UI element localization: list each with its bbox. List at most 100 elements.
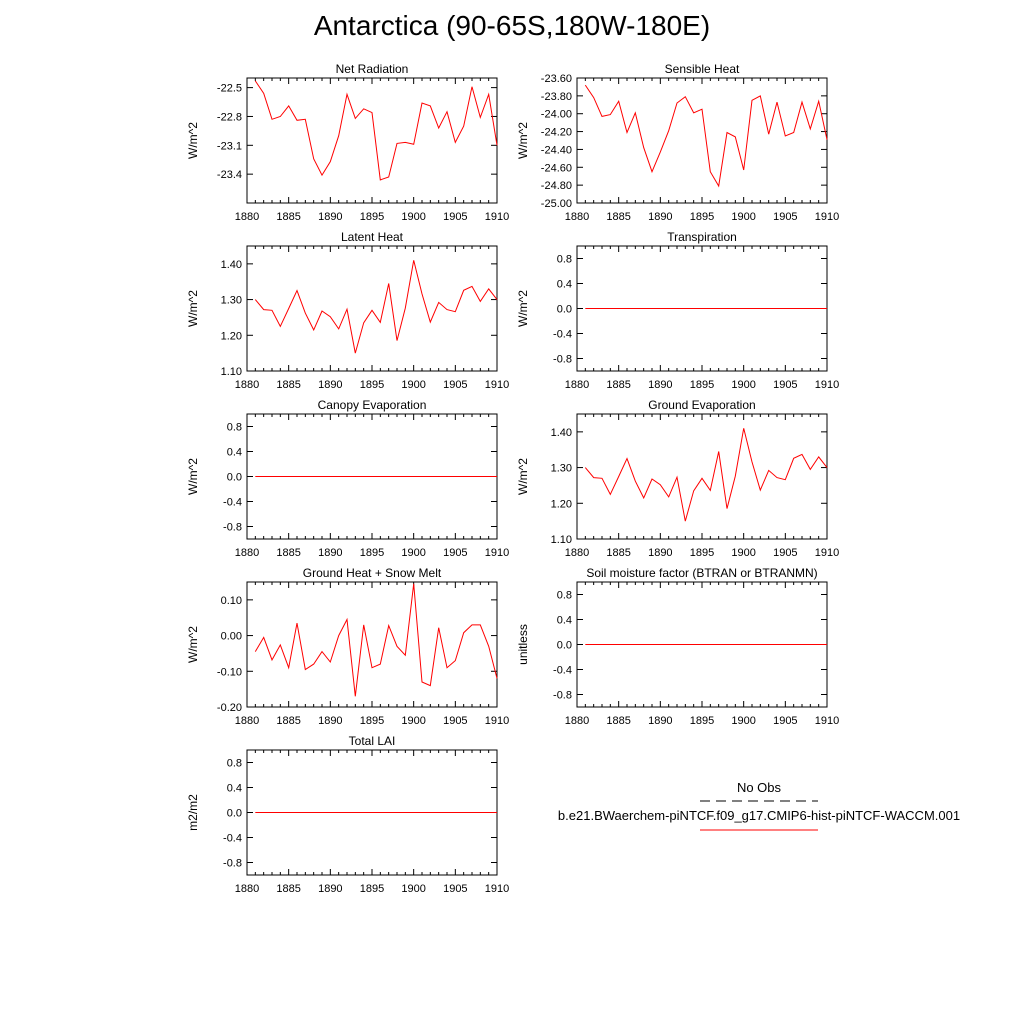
x-tick-label: 1890: [318, 211, 342, 223]
x-tick-label: 1905: [443, 883, 467, 895]
x-tick-label: 1895: [360, 547, 384, 559]
x-tick-label: 1905: [443, 379, 467, 391]
y-tick-label: 0.0: [227, 808, 242, 820]
x-tick-label: 1890: [648, 715, 672, 727]
y-tick-label: 0.00: [221, 631, 242, 643]
x-tick-label: 1895: [360, 883, 384, 895]
x-tick-label: 1895: [690, 715, 714, 727]
x-tick-label: 1905: [773, 379, 797, 391]
x-tick-label: 1880: [565, 547, 589, 559]
y-axis-label: unitless: [516, 624, 530, 665]
x-tick-label: 1910: [485, 883, 509, 895]
y-tick-label: 0.8: [557, 590, 572, 602]
x-tick-label: 1895: [360, 211, 384, 223]
x-tick-label: 1900: [731, 547, 755, 559]
panel-title: Soil moisture factor (BTRAN or BTRANMN): [586, 566, 817, 580]
legend-obs-label: No Obs: [737, 780, 782, 795]
y-axis-label: W/m^2: [516, 122, 530, 159]
x-tick-label: 1895: [690, 379, 714, 391]
series-line: [254, 583, 498, 697]
x-tick-label: 1885: [606, 547, 630, 559]
y-axis-label: W/m^2: [186, 458, 200, 495]
y-tick-label: -23.1: [217, 140, 242, 152]
y-tick-label: 1.10: [551, 534, 572, 546]
x-tick-label: 1910: [815, 715, 839, 727]
y-tick-label: 1.30: [551, 463, 572, 475]
y-tick-label: 1.40: [551, 427, 572, 439]
x-tick-label: 1910: [485, 379, 509, 391]
y-tick-label: -24.60: [541, 162, 572, 174]
x-tick-label: 1895: [690, 211, 714, 223]
x-tick-label: 1890: [648, 379, 672, 391]
x-tick-label: 1905: [443, 547, 467, 559]
chart-panel-7: Ground Heat + Snow Melt 1880 1885 1890 1895 1…: [186, 566, 509, 727]
y-tick-label: 0.4: [557, 615, 572, 627]
panel-title: Ground Evaporation: [648, 398, 755, 412]
x-tick-label: 1900: [401, 547, 425, 559]
panel-title: Transpiration: [667, 230, 737, 244]
x-tick-label: 1890: [318, 715, 342, 727]
x-tick-label: 1895: [360, 715, 384, 727]
panel-title: Total LAI: [349, 734, 396, 748]
figure-title: Antarctica (90-65S,180W-180E): [313, 10, 711, 41]
x-tick-label: 1910: [485, 547, 509, 559]
y-tick-label: -0.20: [217, 702, 242, 714]
y-tick-label: 1.20: [221, 330, 242, 342]
y-tick-label: -0.4: [223, 497, 242, 509]
y-tick-label: 0.10: [221, 595, 242, 607]
x-tick-label: 1880: [565, 379, 589, 391]
series-line: [584, 428, 828, 522]
y-tick-label: 0.0: [557, 640, 572, 652]
x-tick-label: 1880: [565, 211, 589, 223]
series-line: [254, 80, 498, 181]
x-tick-label: 1900: [401, 379, 425, 391]
chart-panel-1: Net Radiation 1880 1885 1890 1895 1900 1905 191…: [186, 62, 509, 223]
y-tick-label: -0.8: [553, 354, 572, 366]
x-tick-label: 1890: [318, 547, 342, 559]
panel-title: Canopy Evaporation: [318, 398, 427, 412]
x-tick-label: 1890: [318, 883, 342, 895]
x-tick-label: 1900: [731, 211, 755, 223]
x-tick-label: 1885: [606, 211, 630, 223]
y-axis-label: W/m^2: [186, 290, 200, 327]
x-tick-label: 1905: [773, 547, 797, 559]
y-tick-label: -22.5: [217, 83, 242, 95]
y-tick-label: 1.10: [221, 366, 242, 378]
x-tick-label: 1910: [485, 715, 509, 727]
x-tick-label: 1880: [235, 379, 259, 391]
y-tick-label: 0.8: [227, 422, 242, 434]
panel-title: Sensible Heat: [665, 62, 740, 76]
y-tick-label: -23.60: [541, 73, 572, 85]
y-tick-label: -23.4: [217, 169, 242, 181]
chart-panel-2: Sensible Heat 1880 1885 1890 1895 1900 1905 191…: [516, 62, 839, 223]
chart-panel-9: Total LAI 1880 1885 1890 1895 1900 1905 1910 0.8…: [186, 734, 509, 895]
x-tick-label: 1885: [606, 715, 630, 727]
y-tick-label: -23.80: [541, 91, 572, 103]
y-tick-label: -0.4: [553, 329, 572, 341]
legend-model-label: b.e21.BWaerchem-piNTCF.f09_g17.CMIP6-his…: [558, 808, 960, 823]
y-tick-label: -0.8: [223, 858, 242, 870]
y-tick-label: -0.4: [553, 665, 572, 677]
x-tick-label: 1900: [731, 379, 755, 391]
y-axis-label: W/m^2: [516, 458, 530, 495]
y-tick-label: 0.4: [227, 783, 242, 795]
y-tick-label: -24.00: [541, 109, 572, 121]
x-tick-label: 1900: [731, 715, 755, 727]
y-tick-label: 0.8: [557, 254, 572, 266]
y-tick-label: -24.80: [541, 180, 572, 192]
x-tick-label: 1880: [235, 211, 259, 223]
chart-panel-4: Transpiration 1880 1885 1890 1895 1900 1905 191…: [516, 230, 839, 391]
x-tick-label: 1880: [565, 715, 589, 727]
chart-panel-5: Canopy Evaporation 1880 1885 1890 1895 1900 19…: [186, 398, 509, 559]
y-tick-label: -22.8: [217, 111, 242, 123]
x-tick-label: 1885: [276, 883, 300, 895]
x-tick-label: 1890: [648, 211, 672, 223]
y-axis-label: m2/m2: [186, 794, 200, 831]
y-tick-label: 0.4: [227, 447, 242, 459]
x-tick-label: 1910: [815, 211, 839, 223]
y-tick-label: 1.40: [221, 259, 242, 271]
x-tick-label: 1910: [485, 211, 509, 223]
